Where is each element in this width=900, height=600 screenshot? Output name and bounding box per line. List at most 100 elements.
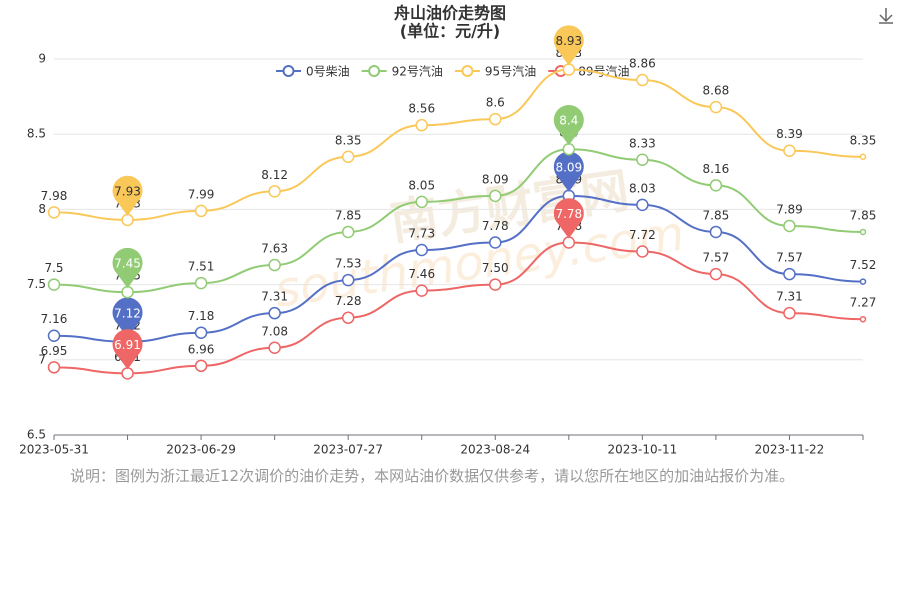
data-label: 7.57 bbox=[703, 251, 730, 265]
data-label: 7.31 bbox=[776, 290, 803, 304]
pin bbox=[553, 105, 584, 146]
point bbox=[489, 189, 502, 203]
point bbox=[783, 144, 796, 157]
x-tick-label: 2023-08-24 bbox=[460, 443, 530, 457]
legend-item[interactable]: 92号汽油 bbox=[361, 64, 443, 79]
point bbox=[194, 204, 208, 218]
data-label: 8.35 bbox=[335, 133, 362, 147]
data-label: 8.39 bbox=[776, 127, 803, 141]
point bbox=[859, 228, 867, 236]
point bbox=[415, 243, 428, 257]
legend-item[interactable]: 0号柴油 bbox=[276, 65, 350, 79]
data-label: 8.56 bbox=[408, 102, 435, 116]
data-label: 8.09 bbox=[482, 172, 509, 186]
point bbox=[636, 73, 649, 87]
data-label: 8.03 bbox=[629, 181, 656, 195]
point bbox=[415, 284, 428, 297]
x-tick-label: 2023-10-11 bbox=[607, 443, 677, 457]
point bbox=[709, 267, 723, 281]
point bbox=[268, 306, 281, 320]
point bbox=[636, 198, 649, 212]
pin bbox=[553, 25, 584, 66]
data-label: 7.52 bbox=[850, 258, 877, 272]
data-label: 7.63 bbox=[261, 242, 288, 256]
point bbox=[121, 285, 134, 299]
data-label: 7.98 bbox=[41, 189, 68, 203]
data-label: 7.27 bbox=[850, 296, 877, 310]
point bbox=[636, 153, 649, 167]
point bbox=[341, 311, 355, 324]
point bbox=[47, 361, 61, 374]
legend-marker bbox=[368, 65, 381, 77]
legend-label: 89号汽油 bbox=[578, 64, 629, 79]
point bbox=[47, 206, 61, 219]
download-arrow[interactable] bbox=[879, 8, 893, 24]
data-label: 6.95 bbox=[41, 344, 68, 358]
data-label: 7.08 bbox=[261, 324, 288, 338]
chart-subtitle: (单位：元/升) bbox=[400, 22, 500, 41]
data-label: 8.05 bbox=[408, 178, 435, 192]
data-label: 7.78 bbox=[482, 219, 509, 233]
pin-label: 7.12 bbox=[114, 306, 141, 320]
download-icon[interactable] bbox=[879, 8, 893, 24]
pin bbox=[112, 297, 143, 338]
data-label: 7.16 bbox=[41, 312, 68, 326]
data-label: 7.57 bbox=[776, 251, 803, 265]
point bbox=[783, 267, 796, 281]
data-label: 7.53 bbox=[335, 257, 362, 271]
y-tick-label: 8.5 bbox=[27, 127, 46, 141]
y-tick-label: 6.5 bbox=[27, 428, 46, 442]
point bbox=[783, 306, 796, 320]
point bbox=[268, 341, 281, 355]
pin bbox=[553, 151, 584, 192]
pin bbox=[112, 247, 143, 289]
point bbox=[859, 315, 867, 323]
point bbox=[783, 219, 796, 233]
legend-label: 92号汽油 bbox=[392, 64, 443, 79]
data-label: 8.12 bbox=[261, 168, 288, 182]
point bbox=[47, 329, 61, 342]
x-tick-label: 2023-06-29 bbox=[166, 443, 236, 457]
x-tick-label: 2023-11-22 bbox=[755, 443, 825, 457]
x-tick-label: 2023-05-31 bbox=[19, 443, 89, 457]
pin bbox=[553, 198, 584, 239]
point bbox=[415, 118, 428, 132]
point bbox=[121, 367, 134, 380]
data-label: 6.96 bbox=[188, 342, 215, 356]
point bbox=[562, 142, 576, 156]
data-label: 7.85 bbox=[850, 208, 877, 222]
data-label: 7.85 bbox=[335, 208, 362, 222]
pin-label: 7.93 bbox=[114, 184, 141, 198]
point bbox=[859, 278, 867, 285]
pin-label: 8.09 bbox=[555, 160, 582, 174]
point bbox=[489, 236, 502, 249]
pin-label: 8.93 bbox=[555, 34, 582, 48]
point bbox=[341, 273, 355, 287]
point bbox=[268, 185, 281, 198]
data-label: 7.50 bbox=[482, 261, 509, 275]
pin-label: 7.45 bbox=[114, 257, 141, 271]
pin bbox=[112, 175, 143, 216]
data-label: 7.28 bbox=[335, 294, 362, 308]
point bbox=[194, 326, 208, 339]
y-tick-label: 7.5 bbox=[27, 277, 46, 291]
legend-marker bbox=[461, 65, 474, 77]
data-label: 8.6 bbox=[486, 96, 505, 110]
legend-label: 95号汽油 bbox=[485, 64, 536, 79]
data-label: 8.86 bbox=[629, 57, 656, 71]
point bbox=[341, 225, 355, 239]
point bbox=[489, 112, 502, 126]
point bbox=[636, 245, 649, 258]
pin-label: 6.91 bbox=[114, 338, 141, 352]
point bbox=[194, 276, 208, 290]
legend-item[interactable]: 95号汽油 bbox=[454, 64, 536, 79]
point bbox=[489, 278, 502, 291]
data-label: 8.33 bbox=[629, 136, 656, 150]
pin-label: 7.78 bbox=[555, 207, 582, 221]
point bbox=[268, 258, 281, 272]
point bbox=[709, 100, 723, 114]
chart-title: 舟山油价走势图 bbox=[394, 4, 506, 23]
data-label: 7.46 bbox=[408, 267, 435, 281]
